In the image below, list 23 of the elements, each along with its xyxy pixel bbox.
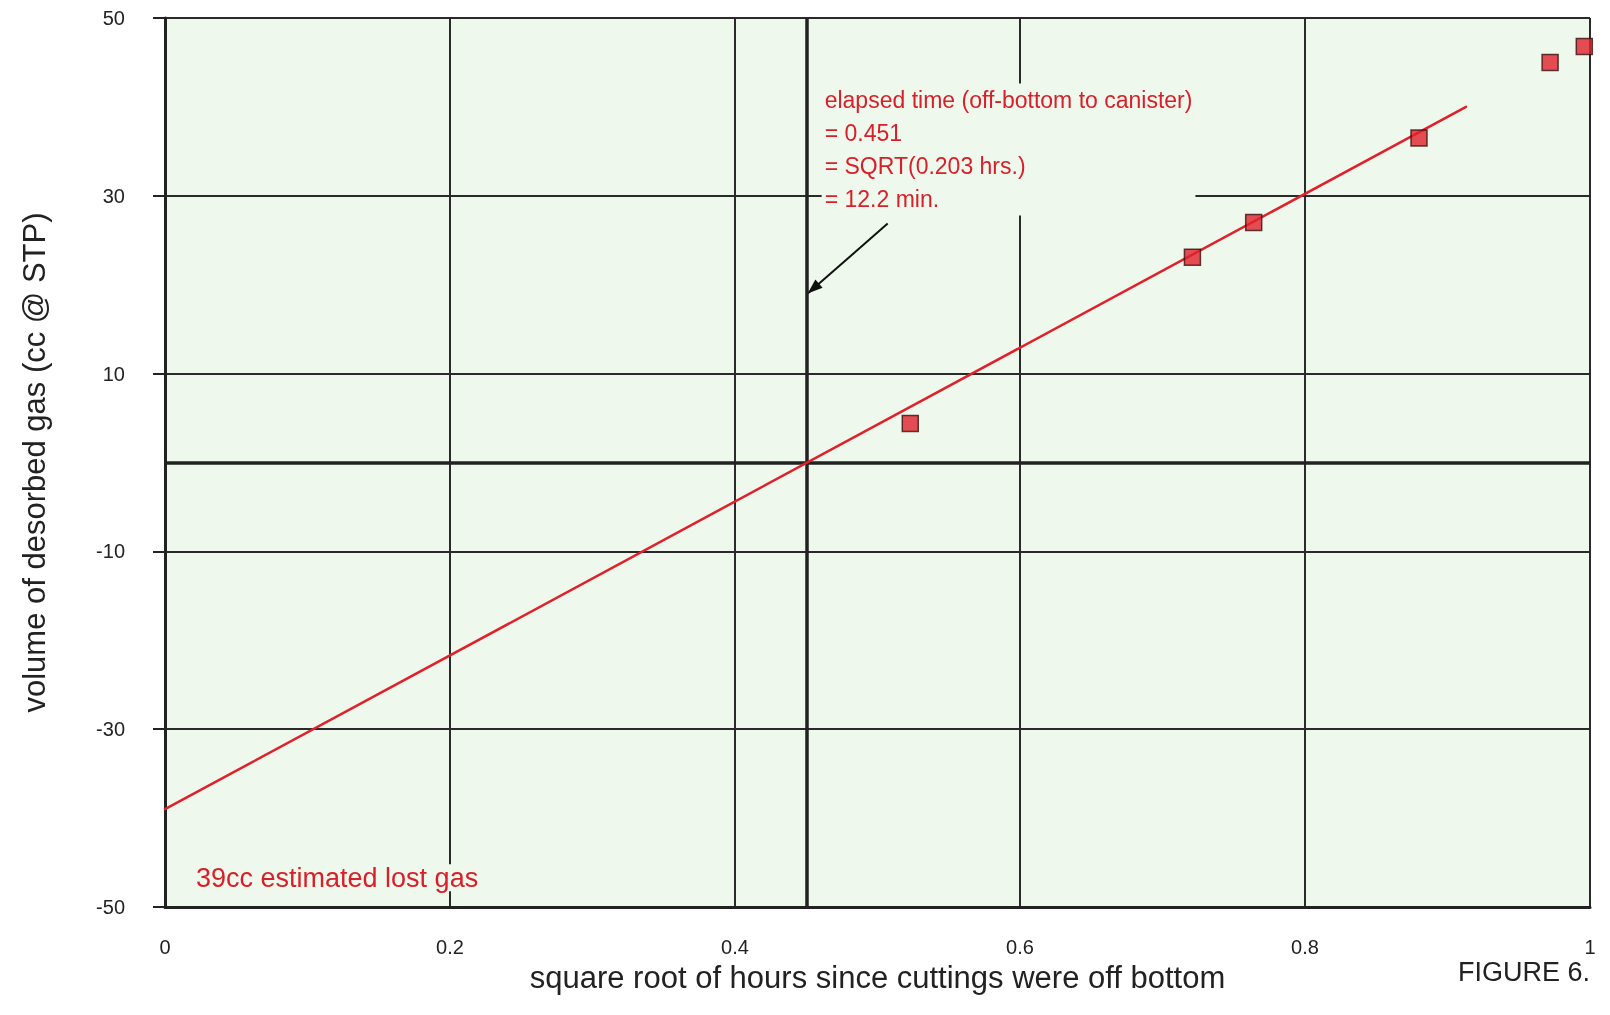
y-tick-label: 30 (102, 184, 125, 207)
x-tick-label: 0.2 (436, 936, 464, 958)
y-tick-label: -50 (96, 896, 125, 918)
x-tick-label: 0.8 (1291, 936, 1319, 958)
x-axis-title: square root of hours since cuttings were off bottom (529, 960, 1226, 995)
y-tick-label: -30 (96, 718, 125, 741)
y-tick-label: 50 (102, 7, 125, 29)
point (1575, 37, 1594, 56)
x-tick-label: 1 (1584, 936, 1596, 958)
y-axis-title: volume of desorbed gas (cc @ STP) (17, 212, 52, 713)
point (1541, 53, 1559, 72)
x-tick-label: 0.6 (1006, 936, 1034, 958)
point (1183, 248, 1202, 266)
caption: FIGURE 6. (1457, 956, 1591, 987)
annotation: elapsed time (off-bottom to canister) = 0.451 = SQRT(0.203 hrs.) = 12.2 min. (824, 87, 1193, 213)
point (901, 414, 920, 433)
point (1244, 213, 1263, 232)
x-tick-label: 0.4 (721, 936, 749, 958)
annotation: 39cc estimated lost gas (196, 862, 479, 893)
point (1410, 129, 1428, 147)
y-tick-label: -10 (96, 540, 125, 563)
x-tick-label: 0 (159, 936, 171, 958)
y-tick-label: 10 (102, 362, 125, 385)
